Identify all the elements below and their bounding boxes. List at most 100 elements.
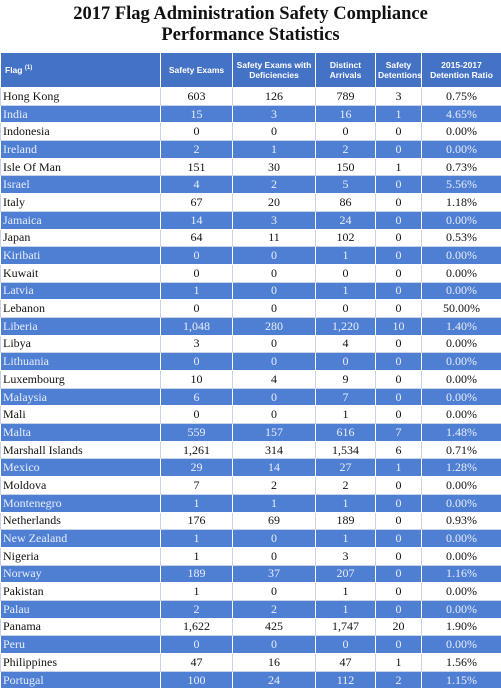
flag-name: Malta bbox=[0, 423, 161, 442]
flag-name: Marshall Islands bbox=[0, 440, 161, 460]
cell: 0 bbox=[315, 635, 376, 654]
table-row: Pakistan 1 0 1 0 0.00% bbox=[0, 582, 501, 601]
cell: 10 bbox=[375, 316, 422, 336]
cell: 2 bbox=[160, 140, 233, 159]
cell: 0.00% bbox=[421, 122, 501, 142]
cell: 86 bbox=[315, 193, 376, 212]
cell: 0 bbox=[375, 546, 422, 566]
column-header: Safety Exams bbox=[160, 52, 233, 88]
table-row: Malaysia 6 0 7 0 0.00% bbox=[0, 387, 501, 407]
column-header: Flag (1) bbox=[0, 52, 161, 88]
cell: 0 bbox=[375, 387, 422, 407]
cell: 0 bbox=[315, 263, 376, 283]
cell: 0 bbox=[232, 334, 316, 354]
cell: 6 bbox=[375, 440, 422, 460]
table-row: Indonesia 0 0 0 0 0.00% bbox=[0, 122, 501, 142]
cell: 47 bbox=[315, 653, 376, 672]
cell: 0 bbox=[232, 546, 316, 566]
cell: 15 bbox=[160, 104, 233, 124]
cell: 0 bbox=[375, 635, 422, 654]
cell: 1.56% bbox=[421, 653, 501, 672]
cell: 24 bbox=[232, 670, 316, 689]
cell: 0.00% bbox=[421, 635, 501, 654]
cell: 1 bbox=[375, 458, 422, 478]
cell: 1 bbox=[375, 653, 422, 672]
cell: 4.65% bbox=[421, 104, 501, 124]
cell: 0 bbox=[375, 370, 422, 389]
flag-name: Nigeria bbox=[0, 546, 161, 566]
header-row: Flag (1) Safety Exams Safety Exams with De… bbox=[0, 52, 501, 88]
cell: 0.00% bbox=[421, 281, 501, 301]
cell: 0 bbox=[160, 635, 233, 654]
cell: 0 bbox=[375, 529, 422, 548]
cell: 0 bbox=[315, 352, 376, 371]
flag-name: Liberia bbox=[0, 316, 161, 336]
flag-name: New Zealand bbox=[0, 529, 161, 548]
cell: 0 bbox=[375, 511, 422, 531]
cell: 4 bbox=[232, 370, 316, 389]
cell: 0.00% bbox=[421, 582, 501, 601]
cell: 0.00% bbox=[421, 140, 501, 159]
flag-name: Panama bbox=[0, 617, 161, 637]
flag-name: Mali bbox=[0, 405, 161, 425]
cell: 0 bbox=[375, 334, 422, 354]
table-row: Lithuania 0 0 0 0 0.00% bbox=[0, 352, 501, 371]
cell: 0 bbox=[232, 122, 316, 142]
cell: 1,261 bbox=[160, 440, 233, 460]
cell: 0 bbox=[375, 405, 422, 425]
cell: 0.00% bbox=[421, 405, 501, 425]
cell: 1.48% bbox=[421, 423, 501, 442]
cell: 2 bbox=[232, 175, 316, 195]
cell: 1 bbox=[315, 599, 376, 619]
cell: 0.00% bbox=[421, 476, 501, 495]
flag-name: Hong Kong bbox=[0, 87, 161, 106]
cell: 1 bbox=[315, 246, 376, 265]
flag-name: Libya bbox=[0, 334, 161, 354]
flag-name: Lebanon bbox=[0, 299, 161, 318]
flag-name: Israel bbox=[0, 175, 161, 195]
flag-name: Montenegro bbox=[0, 493, 161, 513]
cell: 0 bbox=[375, 493, 422, 513]
cell: 0 bbox=[375, 246, 422, 265]
cell: 50.00% bbox=[421, 299, 501, 318]
cell: 0 bbox=[232, 405, 316, 425]
cell: 0 bbox=[375, 281, 422, 301]
cell: 7 bbox=[375, 423, 422, 442]
table-row: Norway 189 37 207 0 1.16% bbox=[0, 564, 501, 584]
cell: 1 bbox=[315, 529, 376, 548]
table-row: Israel 4 2 5 0 5.56% bbox=[0, 175, 501, 195]
cell: 3 bbox=[232, 210, 316, 230]
cell: 1 bbox=[315, 405, 376, 425]
table-body: Hong Kong 603 126 789 3 0.75% India 15 3 16 1 4.65%… bbox=[0, 87, 501, 689]
cell: 20 bbox=[375, 617, 422, 637]
cell: 0.00% bbox=[421, 599, 501, 619]
cell: 0 bbox=[375, 263, 422, 283]
cell: 9 bbox=[315, 370, 376, 389]
flag-name: Malaysia bbox=[0, 387, 161, 407]
cell: 0 bbox=[315, 299, 376, 318]
table-row: Portugal 100 24 112 2 1.15% bbox=[0, 670, 501, 689]
cell: 0 bbox=[375, 476, 422, 495]
cell: 0 bbox=[232, 263, 316, 283]
cell: 0 bbox=[232, 299, 316, 318]
cell: 126 bbox=[232, 87, 316, 106]
cell: 0 bbox=[232, 529, 316, 548]
column-header: Safety Exams with Deficiencies bbox=[232, 52, 316, 88]
cell: 1,534 bbox=[315, 440, 376, 460]
cell: 0 bbox=[160, 246, 233, 265]
cell: 0.00% bbox=[421, 546, 501, 566]
cell: 0.71% bbox=[421, 440, 501, 460]
cell: 100 bbox=[160, 670, 233, 689]
cell: 37 bbox=[232, 564, 316, 584]
cell: 0 bbox=[160, 405, 233, 425]
cell: 0.00% bbox=[421, 529, 501, 548]
flag-name: Moldova bbox=[0, 476, 161, 495]
cell: 3 bbox=[315, 546, 376, 566]
flag-name: Jamaica bbox=[0, 210, 161, 230]
table-row: Liberia 1,048 280 1,220 10 1.40% bbox=[0, 316, 501, 336]
cell: 27 bbox=[315, 458, 376, 478]
cell: 0 bbox=[232, 246, 316, 265]
flag-name: Philippines bbox=[0, 653, 161, 672]
flag-name: Luxembourg bbox=[0, 370, 161, 389]
table-row: Italy 67 20 86 0 1.18% bbox=[0, 193, 501, 212]
